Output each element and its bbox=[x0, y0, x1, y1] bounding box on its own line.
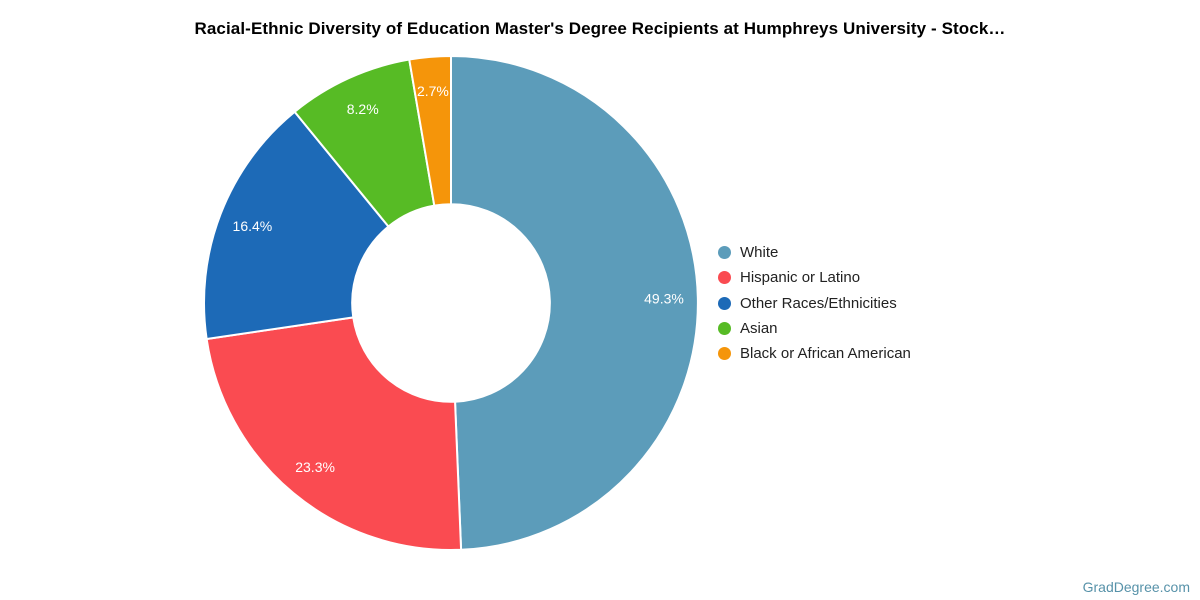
legend-swatch-icon bbox=[718, 296, 731, 310]
pie-slice-white[interactable] bbox=[450, 54, 699, 551]
legend-label: Other Races/Ethnicities bbox=[740, 294, 897, 312]
legend-swatch-icon bbox=[718, 322, 731, 336]
legend-label: Black or African American bbox=[740, 345, 911, 363]
legend-swatch-icon bbox=[718, 347, 731, 361]
slice-label-asian: 8.2% bbox=[347, 101, 379, 117]
legend: White Hispanic or Latino Other Races/Ethni… bbox=[718, 240, 911, 366]
pie-slice-black-or-african-american[interactable] bbox=[408, 54, 452, 207]
legend-label: White bbox=[740, 244, 779, 262]
legend-swatch-icon bbox=[718, 271, 731, 285]
legend-item-white: White bbox=[718, 240, 911, 265]
legend-item-black-or-african-american: Black or African American bbox=[718, 341, 911, 366]
legend-swatch-icon bbox=[718, 246, 731, 260]
pie-slice-hispanic-or-latino[interactable] bbox=[205, 316, 463, 551]
legend-item-other-races-ethnicities: Other Races/Ethnicities bbox=[718, 291, 911, 316]
watermark-link[interactable]: GradDegree.com bbox=[1082, 579, 1190, 595]
slice-label-white: 49.3% bbox=[644, 291, 684, 307]
legend-label: Hispanic or Latino bbox=[740, 269, 861, 287]
slice-label-black-or-african-american: 2.7% bbox=[417, 83, 449, 99]
legend-label: Asian bbox=[740, 320, 778, 338]
chart-title: Racial-Ethnic Diversity of Education Mas… bbox=[194, 19, 1006, 38]
donut-chart: 49.3% 23.3% 16.4% 8.2% 2.7% bbox=[203, 54, 699, 551]
legend-item-hispanic-or-latino: Hispanic or Latino bbox=[718, 265, 911, 290]
slice-label-other-races-ethnicities: 16.4% bbox=[233, 218, 273, 234]
slice-label-hispanic-or-latino: 23.3% bbox=[295, 459, 335, 475]
legend-item-asian: Asian bbox=[718, 316, 911, 341]
pie-slice-other-races-ethnicities[interactable] bbox=[203, 110, 390, 341]
